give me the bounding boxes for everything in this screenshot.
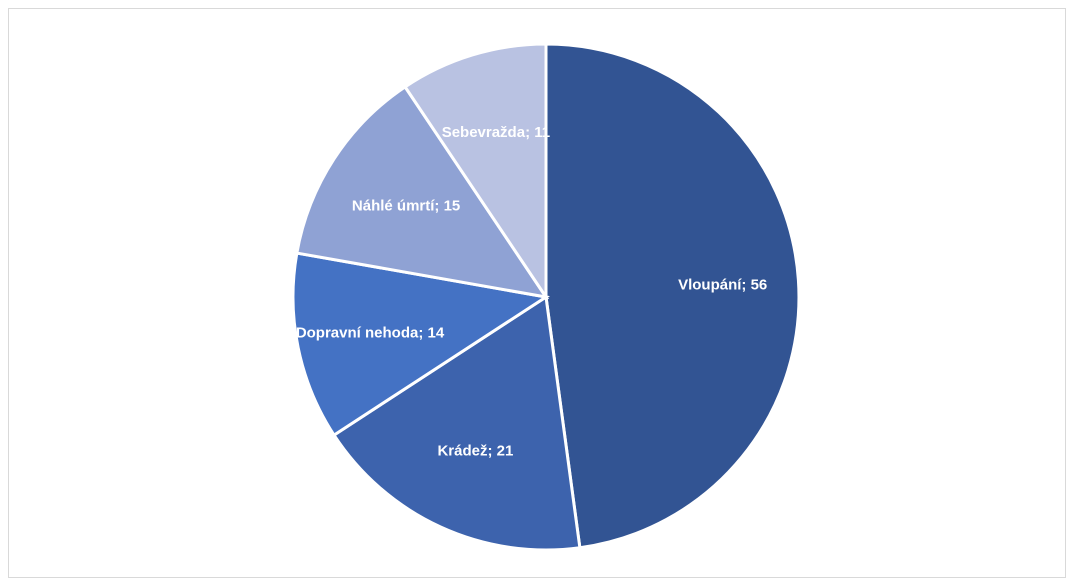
pie-labels: Vloupání; 56 Krádež; 21 Dopravní nehoda; 1…	[296, 124, 767, 460]
pie-slice-label-4: Náhlé úmrtí; 15	[352, 197, 460, 214]
pie-slice-2	[331, 294, 582, 552]
pie-slices	[291, 42, 801, 552]
pie-slice-5	[403, 42, 548, 302]
pie-slice-label-1: Vloupání; 56	[678, 277, 767, 294]
pie-slice-3	[291, 251, 551, 438]
pie-slice-label-2: Krádež; 21	[437, 443, 513, 460]
pie-slice-label-3: Dopravní nehoda; 14	[296, 324, 445, 341]
pie-slice-4	[295, 84, 550, 300]
pie-slice-label-5: Sebevražda; 11	[442, 124, 550, 141]
pie-slice-1	[544, 42, 801, 550]
